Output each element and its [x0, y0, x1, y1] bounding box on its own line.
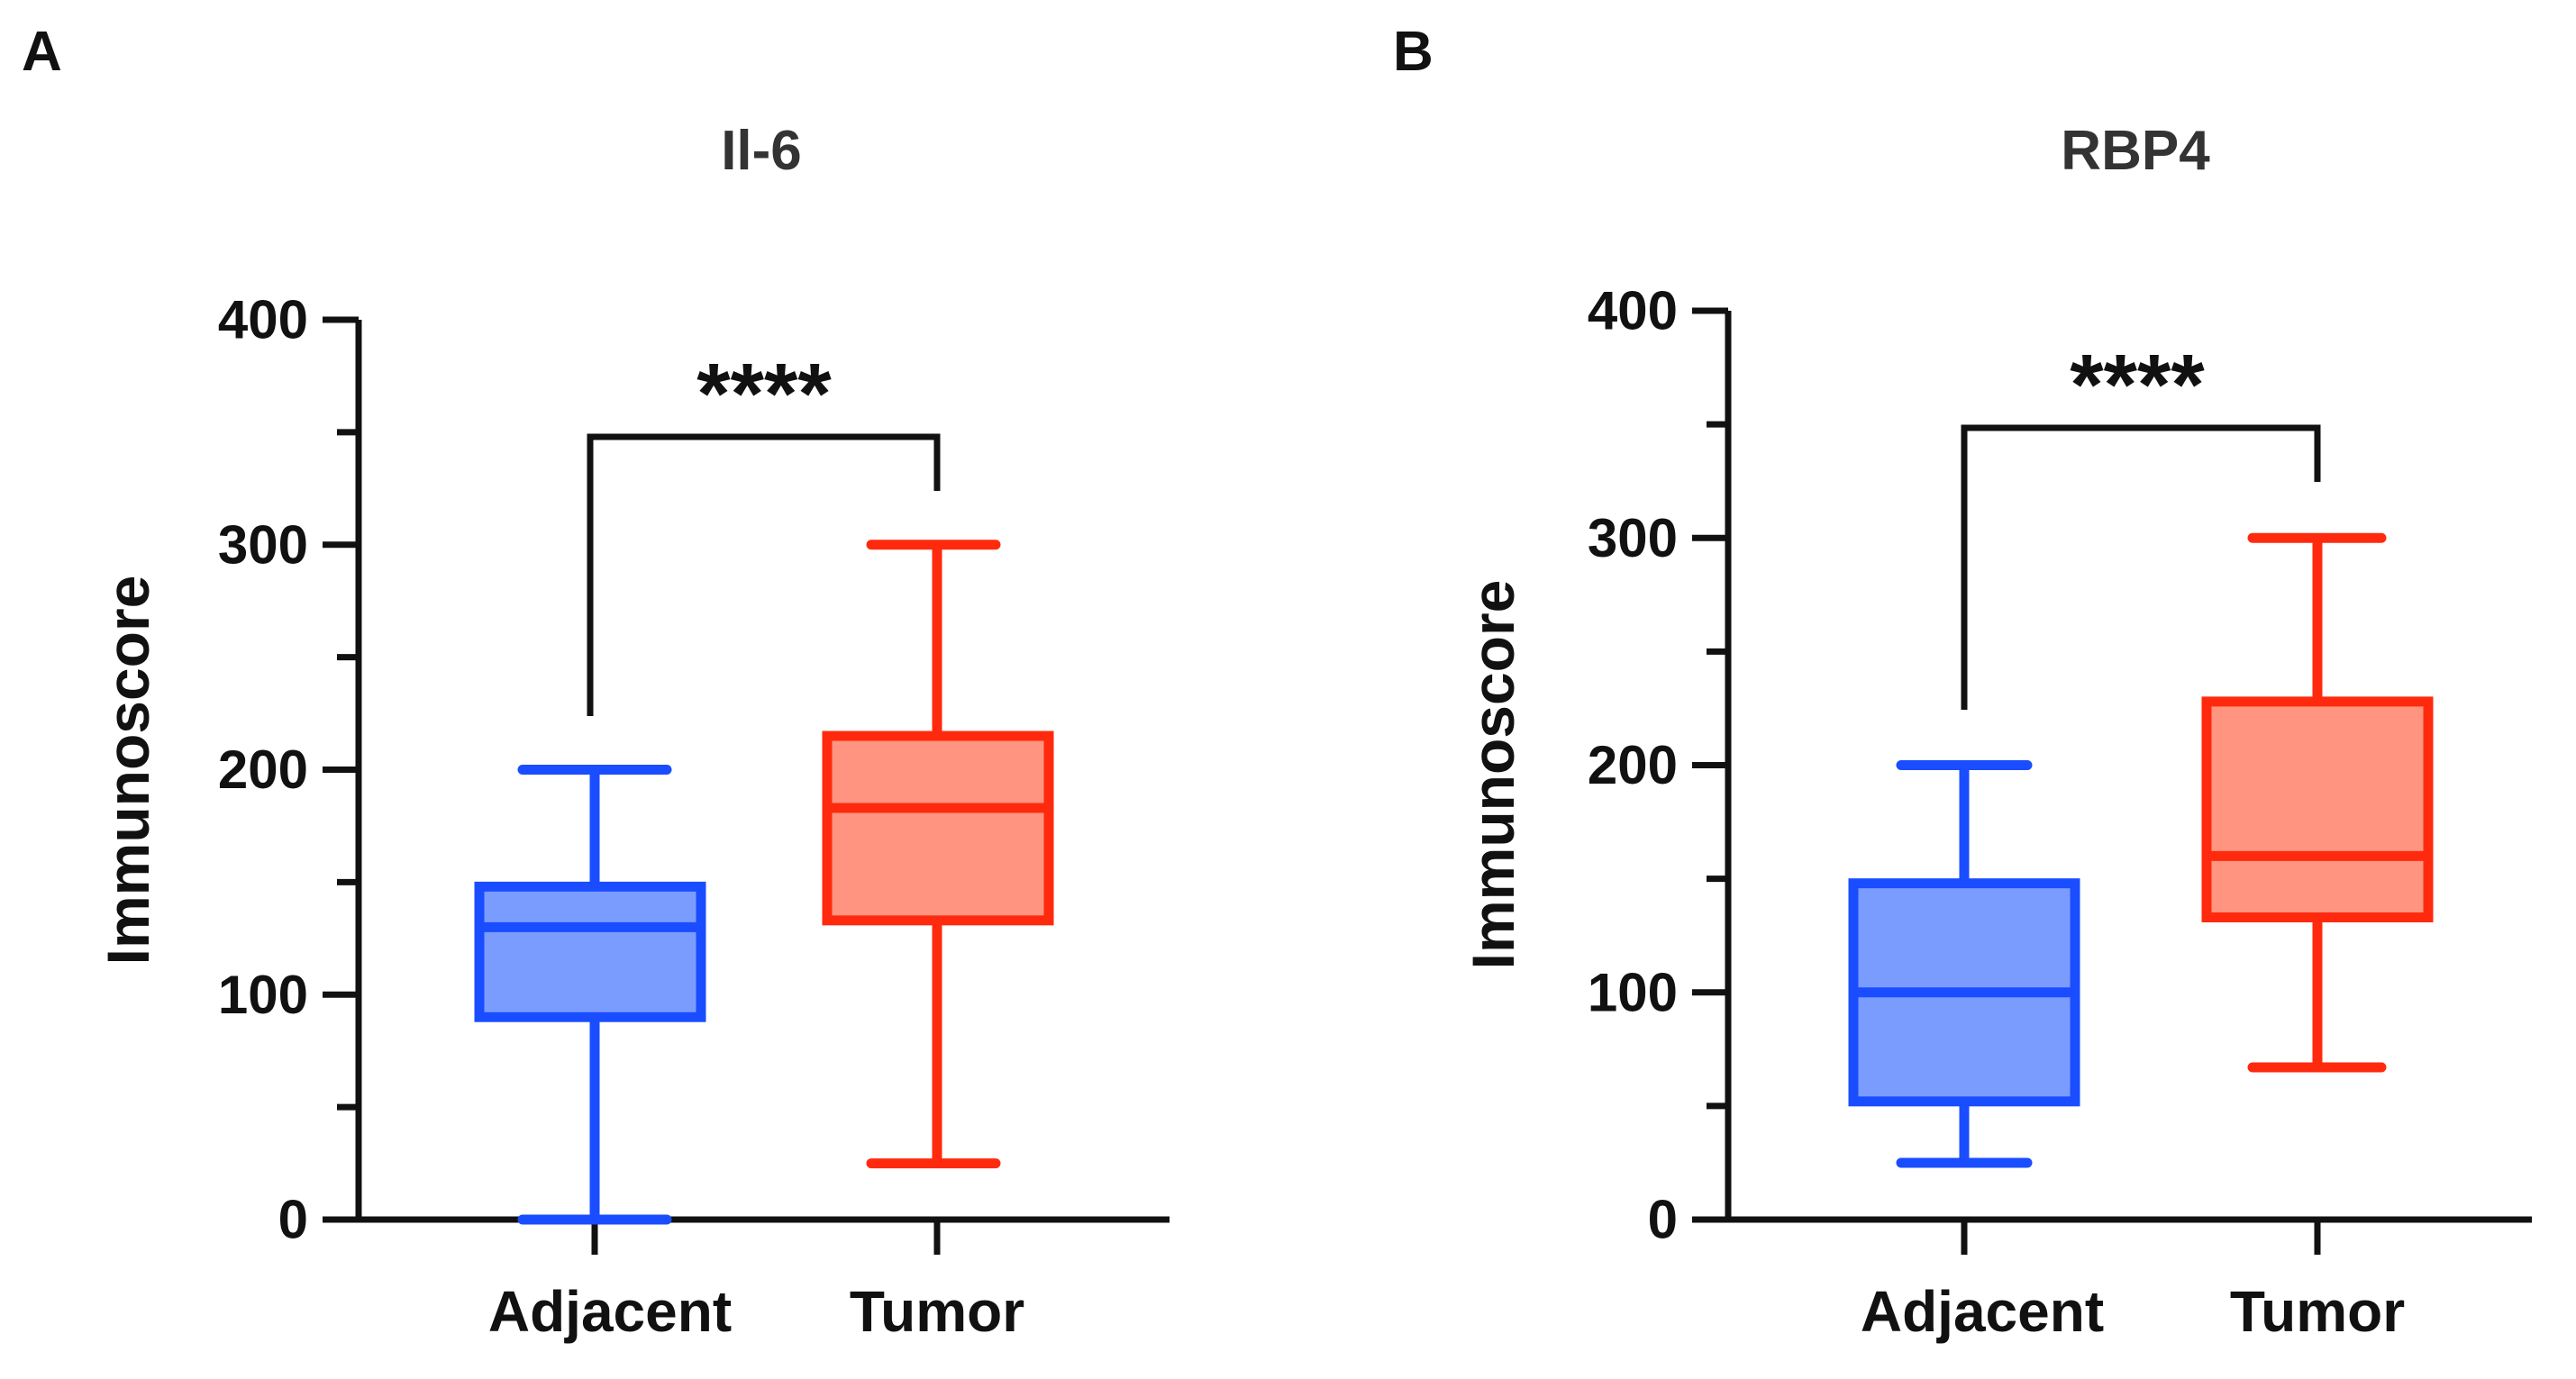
- significance-label: ****: [2070, 337, 2205, 433]
- iqr-box: [474, 881, 706, 1022]
- chart-title: Il-6: [721, 120, 802, 182]
- panel-b: B RBP4 Immunoscore 0 100 200 300 400 Adj…: [1393, 21, 2532, 1344]
- y-tick-label: 100: [218, 965, 308, 1025]
- significance-bracket: [587, 433, 941, 716]
- box-adjacent: [474, 765, 706, 1225]
- y-tick-label: 400: [218, 290, 308, 350]
- y-axis-title: Immunoscore: [1460, 580, 1526, 970]
- box-tumor: [822, 540, 1054, 1169]
- y-tick-label: 300: [218, 514, 308, 575]
- box-tumor: [2201, 532, 2434, 1073]
- y-tick-label: 200: [1588, 735, 1678, 795]
- iqr-box: [2201, 696, 2434, 923]
- panel-letter: A: [22, 21, 62, 83]
- y-tick-label: 100: [1588, 962, 1678, 1022]
- panel-letter: B: [1393, 21, 1434, 83]
- y-axis-title: Immunoscore: [95, 576, 161, 966]
- x-category-label: Adjacent: [488, 1279, 732, 1344]
- significance-label: ****: [696, 346, 832, 442]
- y-tick-label: 300: [1588, 508, 1678, 568]
- significance-bracket: [1961, 424, 2321, 710]
- x-category-label: Tumor: [2230, 1279, 2405, 1344]
- y-tick-label: 200: [218, 739, 308, 800]
- chart-title: RBP4: [2061, 120, 2210, 182]
- panel-a: A Il-6 Immunoscore 0 100 200 300 400 Adj…: [22, 21, 1170, 1344]
- y-tick-label: 400: [1588, 281, 1678, 341]
- y-tick-label: 0: [1648, 1190, 1678, 1250]
- x-category-label: Adjacent: [1861, 1279, 2104, 1344]
- x-category-label: Tumor: [850, 1279, 1024, 1344]
- y-tick-label: 0: [278, 1190, 308, 1250]
- box-adjacent: [1848, 760, 2080, 1168]
- iqr-box: [822, 730, 1054, 926]
